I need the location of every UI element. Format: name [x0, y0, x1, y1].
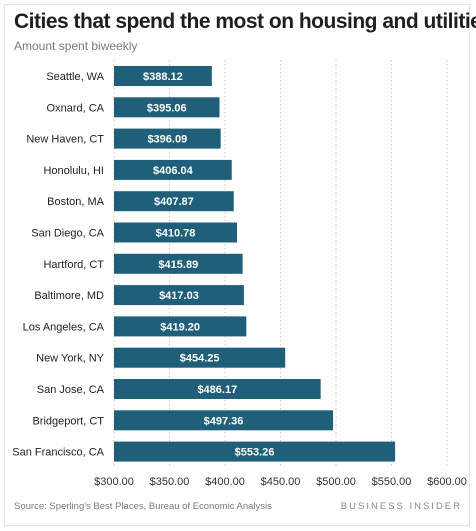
category-label: New York, NY [36, 353, 105, 365]
category-label: Hartford, CT [43, 259, 104, 271]
bar [114, 441, 396, 462]
bar [114, 316, 247, 337]
data-label: $497.36 [204, 415, 244, 427]
bar [114, 191, 234, 212]
bar [114, 66, 212, 86]
category-label: San Francisco, CA [12, 447, 104, 459]
source-note: Source: Sperling's Best Places, Bureau o… [14, 501, 272, 512]
x-tick-label: $600.00 [427, 476, 467, 488]
bar [114, 97, 220, 118]
category-label: San Diego, CA [31, 228, 104, 240]
x-tick-label: $400.00 [205, 476, 245, 488]
data-label: $415.89 [158, 259, 198, 271]
category-label: Bridgeport, CT [32, 415, 104, 427]
bar [114, 222, 237, 243]
chart-frame [4, 4, 470, 526]
bar [114, 253, 243, 274]
category-label: Seattle, WA [46, 71, 104, 83]
bar [114, 410, 334, 431]
brand-logo: BUSINESS INSIDER [340, 501, 462, 512]
category-label: Baltimore, MD [34, 290, 104, 302]
category-label: Honolulu, HI [43, 165, 104, 177]
data-label: $553.26 [235, 447, 275, 459]
bar [114, 159, 232, 180]
bar [114, 379, 321, 399]
data-label: $417.03 [159, 290, 199, 302]
category-label: San Jose, CA [37, 384, 105, 396]
category-label: Oxnard, CA [47, 102, 105, 114]
data-label: $454.25 [180, 353, 220, 365]
data-label: $410.78 [156, 228, 196, 240]
bar [114, 347, 286, 368]
x-tick-label: $350.00 [150, 476, 190, 488]
x-tick-label: $450.00 [261, 476, 301, 488]
bar [114, 285, 244, 306]
data-label: $406.04 [153, 165, 194, 177]
category-label: New Haven, CT [26, 134, 104, 146]
chart-subtitle: Amount spent biweekly [14, 39, 138, 53]
category-label: Los Angeles, CA [23, 321, 105, 333]
data-label: $486.17 [197, 384, 237, 396]
bar [114, 128, 221, 149]
x-tick-label: $300.00 [94, 476, 134, 488]
x-tick-label: $500.00 [316, 476, 356, 488]
x-tick-label: $550.00 [372, 476, 412, 488]
chart-title: Cities that spend the most on housing an… [14, 10, 476, 33]
data-label: $407.87 [154, 196, 194, 208]
data-label: $396.09 [147, 134, 187, 146]
data-label: $419.20 [160, 321, 200, 333]
category-label: Boston, MA [47, 196, 105, 208]
data-label: $395.06 [147, 102, 187, 114]
data-label: $388.12 [143, 71, 183, 83]
